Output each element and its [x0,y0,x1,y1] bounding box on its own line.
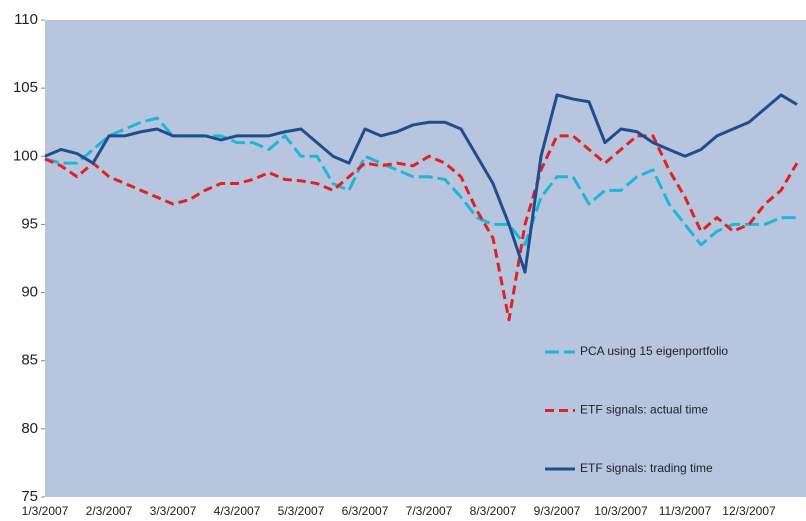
x-tick-label: 12/3/2007 [722,504,776,518]
y-tick-label: 95 [21,215,38,232]
series-line [44,134,799,322]
y-tick-label: 85 [21,352,38,369]
x-tick-label: 3/3/2007 [150,504,197,518]
legend-label: PCA using 15 eigenportfolio [580,344,728,358]
y-tick-label: 105 [13,79,38,96]
x-tick-label: 9/3/2007 [534,504,581,518]
x-tick-label: 4/3/2007 [214,504,261,518]
series-line [44,93,798,274]
legend-label: ETF signals: trading time [580,461,713,475]
legend-label: ETF signals: actual time [580,403,708,417]
y-tick-label: 80 [21,420,38,437]
y-tick-label: 110 [14,11,38,28]
x-tick-label: 6/3/2007 [342,504,389,518]
x-tick-label: 2/3/2007 [86,504,133,518]
x-tick-label: 11/3/2007 [659,504,712,518]
x-tick-label: 8/3/2007 [470,504,517,518]
x-tick-label: 1/3/2007 [22,504,69,518]
y-tick-label: 90 [21,284,38,301]
plot-area [45,20,806,497]
y-tick-label: 75 [21,488,38,505]
y-tick-label: 100 [13,147,38,164]
series-line [44,116,797,247]
x-tick-label: 5/3/2007 [278,504,325,518]
x-tick-label: 7/3/2007 [406,504,453,518]
x-tick-label: 10/3/2007 [594,504,648,518]
